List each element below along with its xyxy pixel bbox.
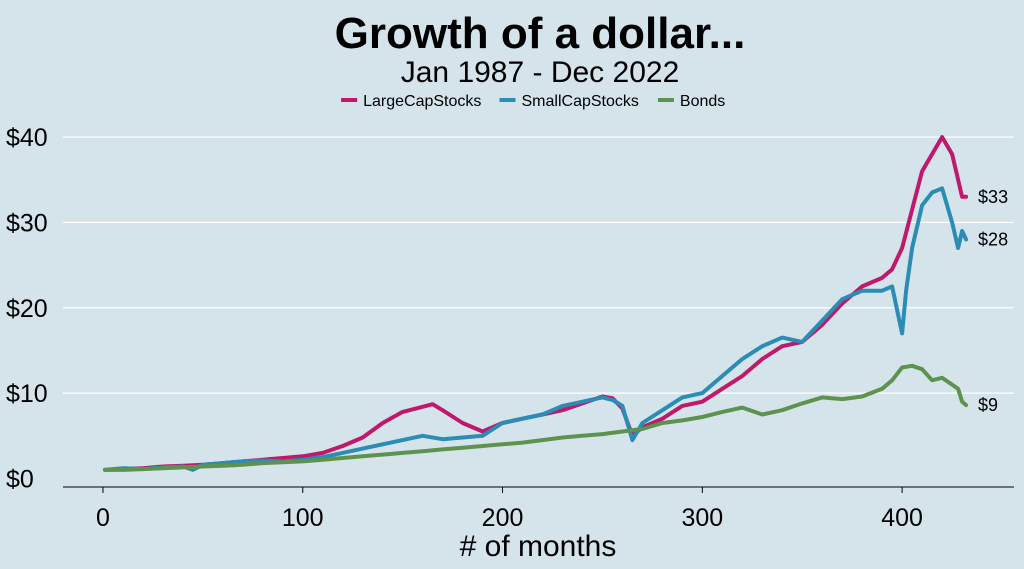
legend-label: Bonds [680, 93, 725, 110]
end-label-largecapstocks: $33 [978, 187, 1008, 207]
x-tick-label: 0 [96, 504, 110, 532]
y-tick-label: $0 [6, 465, 34, 493]
legend-label: SmallCapStocks [522, 93, 639, 110]
y-axis: $0 $10 $20 $30 $40 [6, 124, 48, 493]
end-label-bonds: $9 [978, 395, 998, 415]
y-tick-label: $40 [6, 124, 48, 152]
gridlines [63, 136, 1014, 394]
x-axis: 0 100 200 300 400 [96, 487, 923, 532]
x-axis-title: # of months [460, 530, 617, 563]
y-tick-label: $30 [6, 209, 48, 237]
x-tick-label: 400 [881, 504, 923, 532]
end-labels: $33 $28 $9 [978, 187, 1008, 415]
legend-label: LargeCapStocks [363, 93, 481, 110]
x-tick-label: 100 [282, 504, 324, 532]
chart-title: Growth of a dollar... [335, 9, 746, 58]
legend: LargeCapStocks SmallCapStocks Bonds [341, 93, 725, 110]
y-tick-label: $20 [6, 295, 48, 323]
series-line-bonds [103, 363, 969, 472]
y-tick-label: $10 [6, 380, 48, 408]
series-line-smallcapstocks [103, 186, 969, 472]
chart-subtitle: Jan 1987 - Dec 2022 [401, 56, 680, 89]
x-tick-label: 300 [681, 504, 723, 532]
x-tick-label: 200 [482, 504, 524, 532]
series-lines [103, 135, 969, 472]
end-label-smallcapstocks: $28 [978, 229, 1008, 249]
